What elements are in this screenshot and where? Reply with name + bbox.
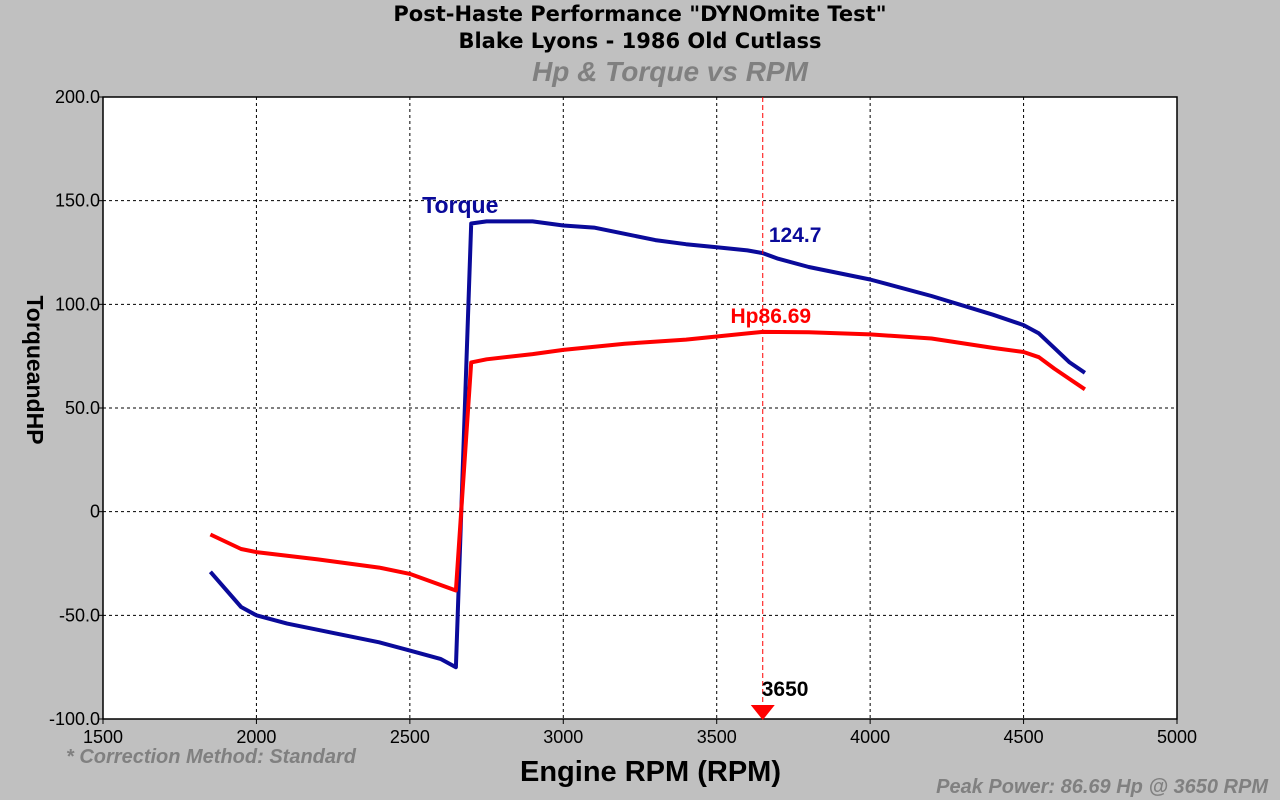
y-tick-label: 50.0: [65, 398, 100, 418]
x-tick-label: 5000: [1157, 727, 1197, 747]
cursor-rpm-label: 3650: [762, 678, 809, 701]
cursor-marker-triangle: [750, 705, 775, 720]
y-tick-label: 0: [90, 502, 100, 522]
y-tick-label: 150.0: [55, 191, 100, 211]
y-tick-label: -50.0: [59, 605, 100, 625]
y-tick-label: -100.0: [49, 709, 100, 729]
torque-series-line: [208, 219, 1087, 670]
chart-title-line-2: Blake Lyons - 1986 Old Cutlass: [458, 29, 822, 53]
y-tick-label: 200.0: [55, 87, 100, 107]
x-tick-label: 2000: [236, 727, 276, 747]
axis-ticks: 1500 2000 2500 3000 3500 4000 4500 5000 200.0 150…: [49, 87, 1197, 747]
torque-series-label: Torque: [422, 192, 498, 218]
x-tick-label: 4500: [1004, 727, 1044, 747]
x-tick-label: 4000: [850, 727, 890, 747]
x-tick-label: 1500: [83, 727, 123, 747]
hp-cursor-value-label: Hp86.69: [731, 305, 812, 328]
correction-method-note: * Correction Method: Standard: [66, 746, 357, 768]
peak-power-note: Peak Power: 86.69 Hp @ 3650 RPM: [936, 776, 1268, 798]
torque-cursor-value-label: 124.7: [769, 224, 822, 247]
series-lines: [208, 219, 1087, 670]
x-tick-label: 3500: [697, 727, 737, 747]
y-tick-label: 100.0: [55, 294, 100, 314]
annotations: Torque 124.7 Hp86.69 3650: [422, 97, 821, 720]
y-axis-title: TorqueandHP: [22, 295, 48, 444]
x-tick-label: 2500: [390, 727, 430, 747]
chart-title-line-1: Post-Haste Performance "DYNOmite Test": [393, 2, 887, 26]
x-axis-title: Engine RPM (RPM): [520, 756, 781, 788]
x-tick-label: 3000: [543, 727, 583, 747]
chart-subtitle: Hp & Torque vs RPM: [532, 56, 808, 87]
hp-series-line: [209, 329, 1087, 593]
